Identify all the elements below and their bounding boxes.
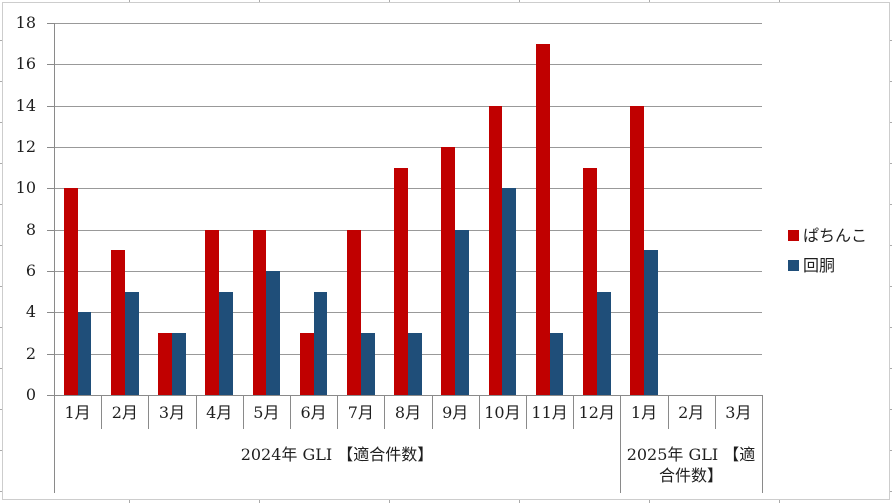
y-axis-tick (47, 395, 54, 396)
x-axis-month-label: 1月 (64, 403, 91, 422)
x-axis-month-label: 11月 (531, 403, 568, 422)
gridline (54, 271, 762, 272)
category-tick (526, 395, 527, 429)
x-axis-month-label: 4月 (206, 403, 233, 422)
category-tick (668, 395, 669, 429)
y-axis-tick (47, 64, 54, 65)
bar (63, 188, 78, 395)
category-group-separator (762, 395, 763, 493)
gridline (54, 106, 762, 107)
y-axis-label: 12 (15, 137, 36, 156)
y-axis-label: 4 (25, 302, 36, 321)
legend-item: ぱちんこ (788, 225, 867, 246)
category-tick (196, 395, 197, 429)
x-axis-month-label: 3月 (158, 403, 186, 422)
gridline (54, 188, 762, 189)
legend-swatch (788, 260, 799, 271)
bar (124, 292, 139, 395)
y-axis-label: 18 (15, 13, 36, 32)
bar (596, 292, 611, 395)
y-axis-line (54, 23, 55, 493)
bar (502, 188, 517, 395)
x-axis-month-label: 8月 (394, 403, 422, 422)
bar (205, 230, 220, 395)
bar (313, 292, 328, 395)
x-axis-line (54, 395, 762, 396)
category-tick (432, 395, 433, 429)
y-axis-tick (47, 106, 54, 107)
bar (219, 292, 233, 395)
x-axis-group-label-2025: 2025年 GLI 【適合件数】 (626, 445, 756, 485)
y-axis-label: 10 (15, 178, 36, 197)
bar (266, 271, 281, 395)
bar (252, 230, 267, 395)
chart-legend: ぱちんこ 回胴 (788, 225, 867, 276)
bar (158, 333, 172, 395)
bar (360, 333, 375, 395)
x-axis-month-label: 9月 (442, 403, 469, 422)
x-axis-month-label: 5月 (253, 403, 280, 422)
legend-label: ぱちんこ (803, 226, 868, 245)
y-axis-label: 2 (25, 344, 36, 363)
x-axis-month-label: 12月 (578, 403, 615, 422)
y-axis-label: 16 (15, 54, 36, 73)
y-axis-tick (47, 271, 54, 272)
category-tick (243, 395, 244, 429)
y-axis-label: 0 (25, 385, 36, 404)
y-axis-tick (47, 188, 54, 189)
bar (77, 312, 92, 395)
bar (488, 106, 503, 395)
x-axis-month-label: 3月 (725, 403, 752, 422)
legend-swatch (788, 230, 799, 241)
x-axis-group-label-2024: 2024年 GLI 【適合件数】 (240, 445, 434, 464)
gridline (54, 64, 762, 65)
category-tick (148, 395, 149, 429)
bar (394, 168, 408, 395)
category-tick (384, 395, 385, 429)
bar (630, 106, 644, 395)
gridline (54, 147, 762, 148)
y-axis-tick (47, 147, 54, 148)
bar (111, 250, 125, 395)
y-axis-tick (47, 230, 54, 231)
legend-label: 回胴 (803, 256, 836, 275)
category-group-separator (620, 395, 621, 493)
category-tick (101, 395, 102, 429)
y-axis-tick (47, 354, 54, 355)
y-axis-label: 8 (25, 220, 36, 239)
y-axis-tick (47, 312, 54, 313)
category-tick (479, 395, 480, 429)
bar (299, 333, 314, 395)
x-axis-month-label: 2月 (111, 403, 138, 422)
x-axis-month-label: 7月 (347, 403, 374, 422)
bar (583, 168, 597, 395)
category-tick (573, 395, 574, 429)
bar (455, 230, 469, 395)
x-axis-month-label: 6月 (300, 403, 327, 422)
x-axis-month-label: 2月 (678, 403, 705, 422)
gridline (54, 23, 762, 24)
x-axis-month-label: 1月 (630, 403, 658, 422)
bar (535, 44, 550, 395)
gridline (54, 312, 762, 313)
x-axis-month-label: 10月 (484, 403, 521, 422)
bar (549, 333, 564, 395)
bar (347, 230, 361, 395)
category-tick (715, 395, 716, 429)
y-axis-tick (47, 23, 54, 24)
legend-item: 回胴 (788, 255, 867, 276)
y-axis-label: 6 (25, 261, 36, 280)
bar (172, 333, 186, 395)
gridline (54, 230, 762, 231)
bar (441, 147, 456, 395)
bar (644, 250, 658, 395)
bar (408, 333, 422, 395)
category-tick (337, 395, 338, 429)
category-tick (290, 395, 291, 429)
y-axis-label: 14 (15, 96, 36, 115)
